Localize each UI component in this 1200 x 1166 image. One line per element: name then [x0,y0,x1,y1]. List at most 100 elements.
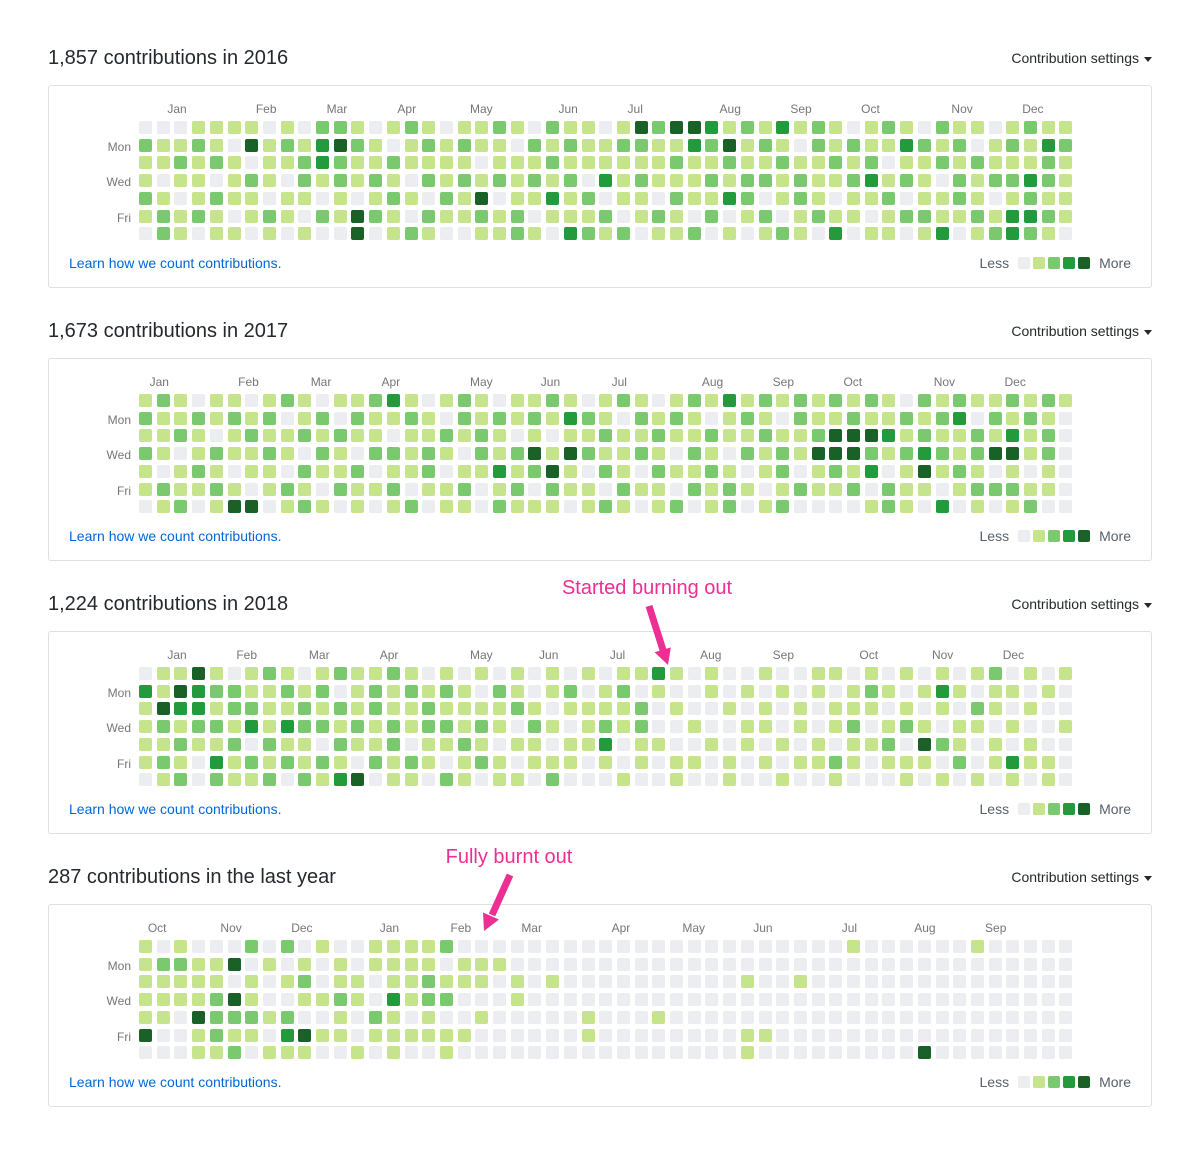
contribution-cell[interactable] [386,209,400,223]
contribution-cell[interactable] [192,138,206,152]
contribution-cell[interactable] [847,394,860,407]
contribution-cell[interactable] [298,447,312,461]
contribution-cell[interactable] [652,755,666,769]
contribution-cell[interactable] [298,720,312,734]
contribution-cell[interactable] [652,191,666,205]
contribution-cell[interactable] [563,1028,577,1042]
contribution-cell[interactable] [528,500,542,514]
contribution-cell[interactable] [510,975,524,989]
contribution-cell[interactable] [280,138,294,152]
contribution-cell[interactable] [475,702,489,716]
contribution-cell[interactable] [935,482,949,496]
contribution-cell[interactable] [422,411,436,425]
contribution-cell[interactable] [970,1028,984,1042]
contribution-cell[interactable] [935,191,949,205]
contribution-cell[interactable] [245,482,259,496]
contribution-cell[interactable] [422,447,436,461]
contribution-cell[interactable] [192,702,206,716]
contribution-cell[interactable] [475,429,489,443]
contribution-cell[interactable] [227,156,241,170]
contribution-cell[interactable] [457,138,471,152]
contribution-cell[interactable] [262,684,276,698]
contribution-cell[interactable] [953,500,967,514]
contribution-cell[interactable] [528,957,542,971]
contribution-cell[interactable] [882,464,896,478]
contribution-cell[interactable] [953,174,967,188]
contribution-cell[interactable] [563,429,577,443]
contribution-cell[interactable] [386,720,400,734]
contribution-cell[interactable] [369,227,383,241]
contribution-cell[interactable] [245,957,259,971]
contribution-cell[interactable] [475,156,489,170]
contribution-cell[interactable] [900,975,914,989]
contribution-cell[interactable] [280,1046,294,1060]
contribution-cell[interactable] [528,411,542,425]
contribution-cell[interactable] [1024,975,1037,989]
contribution-cell[interactable] [457,737,471,751]
contribution-cell[interactable] [351,394,365,407]
contribution-cell[interactable] [847,227,860,241]
contribution-cell[interactable] [935,156,949,170]
contribution-cell[interactable] [510,940,524,953]
contribution-cell[interactable] [811,773,825,787]
contribution-cell[interactable] [192,121,206,134]
contribution-cell[interactable] [475,227,489,241]
contribution-cell[interactable] [776,411,790,425]
contribution-cell[interactable] [457,773,471,787]
contribution-cell[interactable] [386,993,400,1007]
contribution-cell[interactable] [262,1028,276,1042]
contribution-cell[interactable] [280,394,294,407]
contribution-cell[interactable] [546,702,560,716]
contribution-cell[interactable] [882,156,896,170]
contribution-cell[interactable] [776,1028,790,1042]
contribution-cell[interactable] [652,1046,666,1060]
contribution-cell[interactable] [280,174,294,188]
contribution-cell[interactable] [192,394,206,407]
contribution-cell[interactable] [493,227,506,241]
contribution-cell[interactable] [192,957,206,971]
contribution-cell[interactable] [298,957,312,971]
contribution-cell[interactable] [192,940,206,953]
contribution-cell[interactable] [493,975,506,989]
contribution-cell[interactable] [510,138,524,152]
contribution-cell[interactable] [917,429,931,443]
contribution-cell[interactable] [174,209,188,223]
contribution-cell[interactable] [174,755,188,769]
contribution-cell[interactable] [970,464,984,478]
contribution-cell[interactable] [581,667,595,680]
contribution-cell[interactable] [475,411,489,425]
contribution-cell[interactable] [670,191,683,205]
contribution-cell[interactable] [298,209,312,223]
contribution-cell[interactable] [758,121,772,134]
contribution-cell[interactable] [209,447,223,461]
contribution-cell[interactable] [670,209,683,223]
contribution-cell[interactable] [953,993,967,1007]
contribution-cell[interactable] [581,464,595,478]
contribution-cell[interactable] [847,755,860,769]
contribution-cell[interactable] [864,447,878,461]
contribution-cell[interactable] [953,702,967,716]
contribution-cell[interactable] [599,209,613,223]
contribution-cell[interactable] [439,174,453,188]
contribution-cell[interactable] [227,174,241,188]
contribution-cell[interactable] [953,957,967,971]
contribution-cell[interactable] [634,1046,648,1060]
contribution-cell[interactable] [475,121,489,134]
contribution-cell[interactable] [776,138,790,152]
contribution-cell[interactable] [1059,447,1073,461]
contribution-cell[interactable] [457,500,471,514]
contribution-cell[interactable] [493,940,506,953]
contribution-cell[interactable] [864,940,878,953]
contribution-cell[interactable] [139,684,152,698]
contribution-cell[interactable] [1006,737,1020,751]
contribution-cell[interactable] [1041,720,1055,734]
contribution-cell[interactable] [864,138,878,152]
contribution-cell[interactable] [439,447,453,461]
contribution-cell[interactable] [776,755,790,769]
contribution-cell[interactable] [174,684,188,698]
contribution-cell[interactable] [316,191,329,205]
contribution-cell[interactable] [811,227,825,241]
contribution-cell[interactable] [333,702,347,716]
contribution-cell[interactable] [563,684,577,698]
contribution-cell[interactable] [634,940,648,953]
